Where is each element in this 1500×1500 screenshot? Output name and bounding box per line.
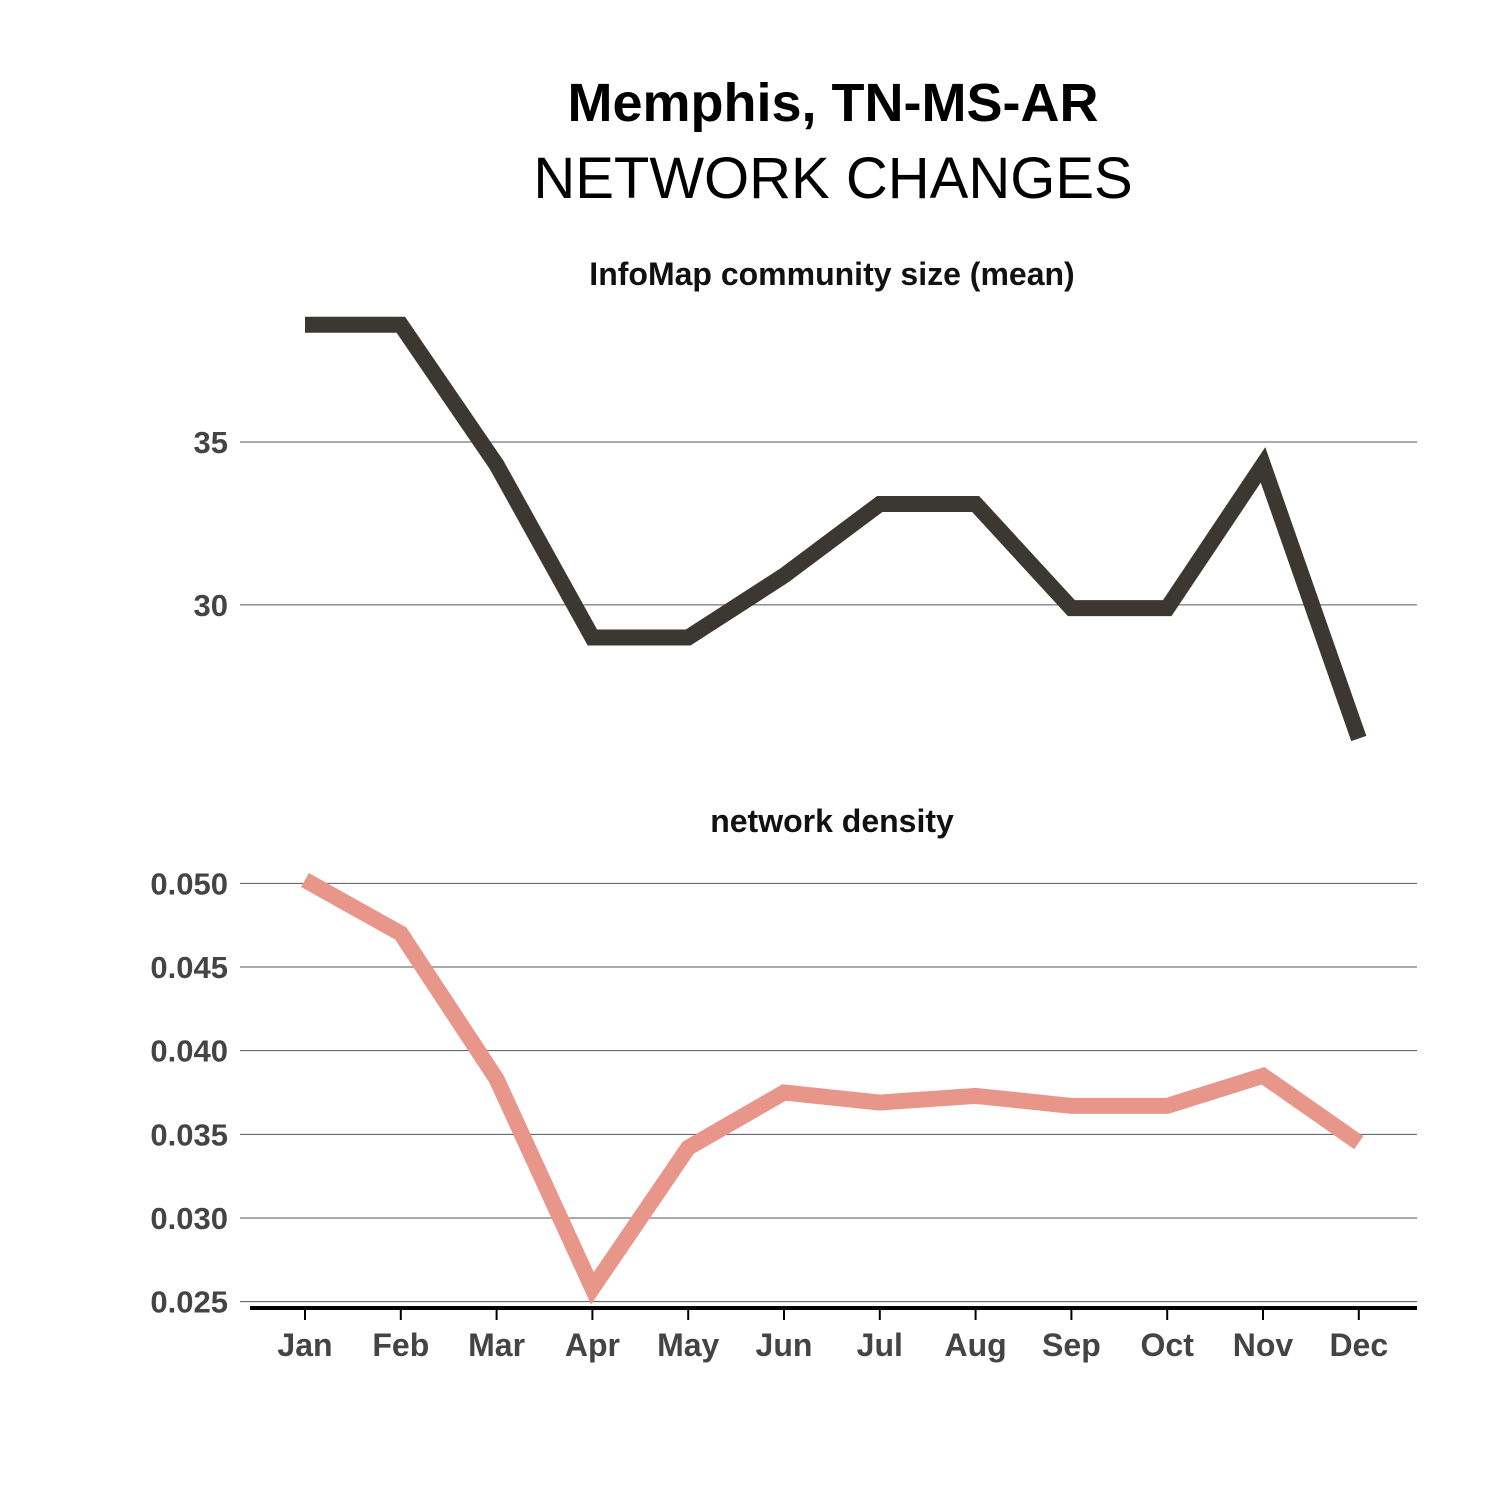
y-tick-label: 0.035 [150,1117,228,1152]
x-tick-label: Jul [857,1327,903,1363]
x-tick-label: Jun [756,1327,813,1363]
series-line [305,316,1367,742]
y-tick-label: 0.025 [150,1285,228,1320]
x-tick-label: Jan [277,1327,332,1363]
x-tick-label: Nov [1233,1327,1294,1363]
x-tick-label: May [657,1327,719,1363]
network-density-panel: 0.025 0.030 0.035 0.040 0.045 0.050 [150,866,1417,1320]
chart-title: Memphis, TN-MS-AR [567,73,1099,133]
panel-title-community-size: InfoMap community size (mean) [589,256,1074,292]
y-tick-label: 30 [194,588,228,623]
y-tick-label: 0.030 [150,1201,228,1236]
panel-title-network-density: network density [710,803,954,839]
x-tick-label: Sep [1042,1327,1101,1363]
x-tick-label: Feb [372,1327,429,1363]
chart-subtitle: NETWORK CHANGES [533,146,1133,211]
x-tick-label: Oct [1141,1327,1195,1363]
x-tick-label: Mar [468,1327,525,1363]
x-axis: Jan Feb Mar Apr May Jun Jul Aug Sep Oct Nov Dec [250,1306,1417,1363]
x-tick-label: Aug [944,1327,1006,1363]
y-tick-label: 0.045 [150,950,228,985]
x-tick-label: Dec [1329,1327,1388,1363]
y-tick-label: 0.040 [150,1034,228,1069]
x-tick-label: Apr [565,1327,620,1363]
series-line [301,873,1364,1305]
y-tick-label: 35 [194,425,228,460]
y-tick-label: 0.050 [150,866,228,901]
community-size-panel: 30 35 [194,316,1417,742]
